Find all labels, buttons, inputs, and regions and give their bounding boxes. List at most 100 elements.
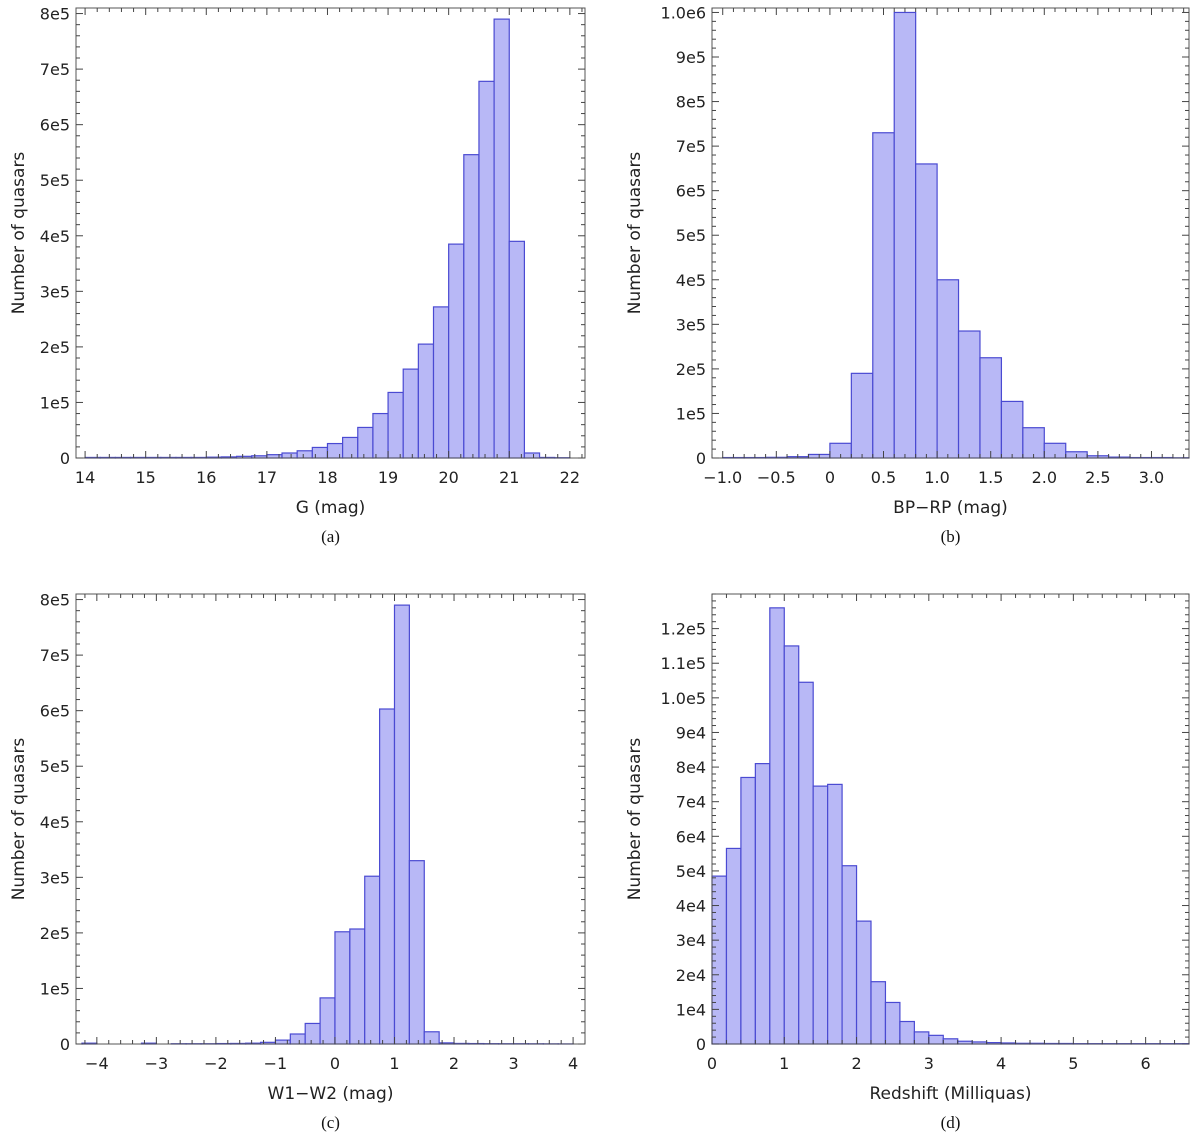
histogram-bar (725, 847, 742, 1045)
histogram-bar (850, 372, 874, 459)
y-tick-label: 5e4 (676, 862, 706, 881)
x-tick-label: 16 (196, 468, 216, 487)
y-tick-label: 7e5 (40, 646, 70, 665)
x-tick-label: 14 (75, 468, 95, 487)
histogram-bar (319, 997, 336, 1045)
plot-frame (75, 7, 586, 459)
y-tick-label: 1.0e5 (661, 689, 706, 708)
histogram-bar (417, 343, 435, 459)
y-tick-label: 8e4 (676, 758, 706, 777)
panel-a: 14 15 16 17 18 19 20 21 22 0 1e5 2e5 3e5 4e5 5e5 6e5 7e5… (9, 5, 586, 546)
panel-caption: (a) (321, 527, 340, 546)
x-tick-label: 1 (389, 1054, 399, 1073)
y-tick-label: 6e5 (676, 182, 706, 201)
histogram-bar (304, 1022, 321, 1045)
y-tick-label: 6e5 (40, 116, 70, 135)
histogram-bar (402, 368, 419, 459)
histogram-bar (508, 240, 526, 459)
panel-c: −4 −3 −2 −1 0 1 2 3 4 0 1e5 2e5 3e5 4e5 5e5 6e5 7e5 8e5 W1… (9, 591, 586, 1132)
x-tick-label: −4 (85, 1054, 109, 1073)
y-tick-label: 4e5 (40, 227, 70, 246)
x-tick-label: 21 (499, 468, 519, 487)
y-tick-label: 4e5 (40, 813, 70, 832)
histogram-bar (769, 607, 785, 1045)
x-axis-label: W1−W2 (mag) (268, 1084, 394, 1104)
histogram-bar (798, 681, 814, 1045)
plot-frame (711, 7, 1190, 459)
histogram-bar (432, 306, 450, 459)
x-tick-label: 1.0 (924, 468, 949, 487)
y-tick-label: 1e5 (40, 979, 70, 998)
y-tick-label: 6e5 (40, 702, 70, 721)
histogram-bar (936, 279, 960, 459)
panel-d: 0 1 2 3 4 5 6 0 1e4 2e4 3e4 4e4 5e4 6e4 7e4 8e4 9e4 1.0e5… (625, 593, 1190, 1132)
plot-frame (75, 593, 586, 1045)
histogram-bar (379, 708, 396, 1045)
histogram-bar (957, 330, 981, 459)
histogram-bar (711, 875, 728, 1045)
y-axis-label: Number of quasars (625, 152, 645, 315)
histogram-bar (478, 80, 495, 459)
histogram-bar (855, 920, 872, 1045)
histogram-bar (812, 785, 829, 1045)
histogram-bar (349, 928, 366, 1045)
x-tick-label: 5 (1068, 1054, 1078, 1073)
histogram-bar (872, 132, 895, 459)
panel-caption: (b) (941, 527, 961, 546)
x-tick-label: 0 (825, 468, 835, 487)
x-tick-label: 6 (1141, 1054, 1151, 1073)
x-tick-label: 2 (449, 1054, 459, 1073)
y-tick-label: 2e5 (676, 360, 706, 379)
histogram-bar (311, 446, 329, 459)
x-axis-label: G (mag) (296, 498, 366, 518)
histogram-bar (493, 18, 510, 459)
histogram-bar (913, 1031, 930, 1045)
histogram-bar (364, 875, 381, 1045)
histogram-bar (281, 452, 298, 459)
y-axis-label: Number of quasars (9, 738, 29, 901)
y-tick-label: 1e5 (676, 404, 706, 423)
x-tick-label: 2.5 (1085, 468, 1110, 487)
y-axis-label: Number of quasars (625, 738, 645, 901)
y-tick-label: 8e5 (676, 93, 706, 112)
histogram-bar (342, 436, 359, 459)
y-tick-label: 1.2e5 (661, 620, 706, 639)
histogram-bar (423, 1031, 440, 1045)
y-tick-label: 0 (60, 1035, 70, 1054)
histogram-bar (942, 1038, 959, 1045)
panel-b: −1.0 −0.5 0 0.5 1.0 1.5 2.0 2.5 3.0 0 1e5 2e5 3e5 4e5… (625, 3, 1190, 546)
x-tick-label: 18 (317, 468, 337, 487)
x-tick-label: 20 (438, 468, 458, 487)
y-tick-label: 4e4 (676, 897, 706, 916)
panel-caption: (d) (941, 1113, 961, 1132)
histogram-bar (296, 450, 313, 459)
histogram-bar (372, 412, 389, 459)
y-tick-label: 9e5 (676, 48, 706, 67)
x-tick-label: 4 (996, 1054, 1006, 1073)
x-tick-label: −2 (204, 1054, 228, 1073)
histogram-bar (463, 154, 480, 459)
histogram-bar (915, 163, 938, 459)
histogram-bar (289, 1033, 306, 1045)
histogram-bar (893, 11, 917, 459)
x-tick-label: 15 (136, 468, 156, 487)
y-tick-label: 5e5 (676, 226, 706, 245)
x-tick-label: 4 (568, 1054, 578, 1073)
x-axis-label: Redshift (Milliquas) (869, 1084, 1031, 1104)
y-tick-label: 7e5 (40, 60, 70, 79)
histogram-bar (899, 1020, 915, 1045)
x-tick-label: 19 (378, 468, 398, 487)
y-tick-label: 0 (696, 449, 706, 468)
y-tick-label: 9e4 (676, 723, 706, 742)
histogram-bar (393, 604, 410, 1045)
x-tick-label: 3.0 (1139, 468, 1164, 487)
histogram-bar (870, 981, 887, 1045)
y-tick-label: 2e4 (676, 966, 706, 985)
panel-caption: (c) (321, 1113, 340, 1132)
y-tick-label: 6e4 (676, 827, 706, 846)
y-tick-label: 0 (696, 1035, 706, 1054)
x-tick-label: 17 (257, 468, 277, 487)
histogram-bar (827, 783, 843, 1045)
x-tick-label: 3 (508, 1054, 518, 1073)
